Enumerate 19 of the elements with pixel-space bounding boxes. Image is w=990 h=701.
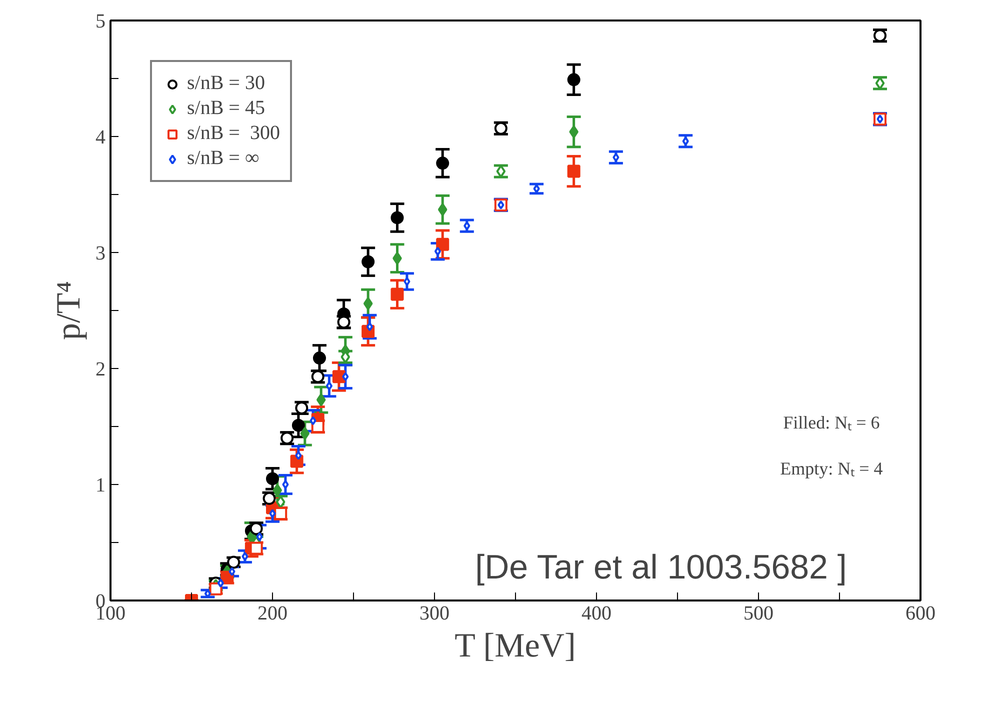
legend-label: s/nB = 300	[187, 122, 280, 145]
y-tick-label: 5	[96, 10, 106, 32]
x-tick-label: 600	[906, 602, 936, 624]
annotation: [De Tar et al 1003.5682 ]	[475, 548, 847, 587]
legend-label: s/nB = 45	[187, 97, 265, 120]
x-tick-label: 300	[420, 602, 450, 624]
annotation: Empty: Nₜ = 4	[780, 458, 883, 479]
annotation: Filled: Nₜ = 6	[783, 412, 880, 432]
x-tick-label: 500	[744, 602, 774, 624]
legend-label: s/nB = ∞	[187, 147, 260, 170]
y-tick-label: 4	[96, 126, 106, 148]
x-tick-label: 200	[258, 602, 288, 624]
legend-label: s/nB = 30	[187, 72, 265, 95]
y-tick-label: 3	[96, 242, 106, 264]
y-axis-title: p/T⁴	[50, 280, 88, 340]
x-axis-title: T [MeV]	[454, 628, 576, 664]
x-tick-label: 400	[582, 602, 612, 624]
y-tick-label: 1	[96, 474, 106, 496]
y-tick-label: 2	[96, 358, 106, 380]
